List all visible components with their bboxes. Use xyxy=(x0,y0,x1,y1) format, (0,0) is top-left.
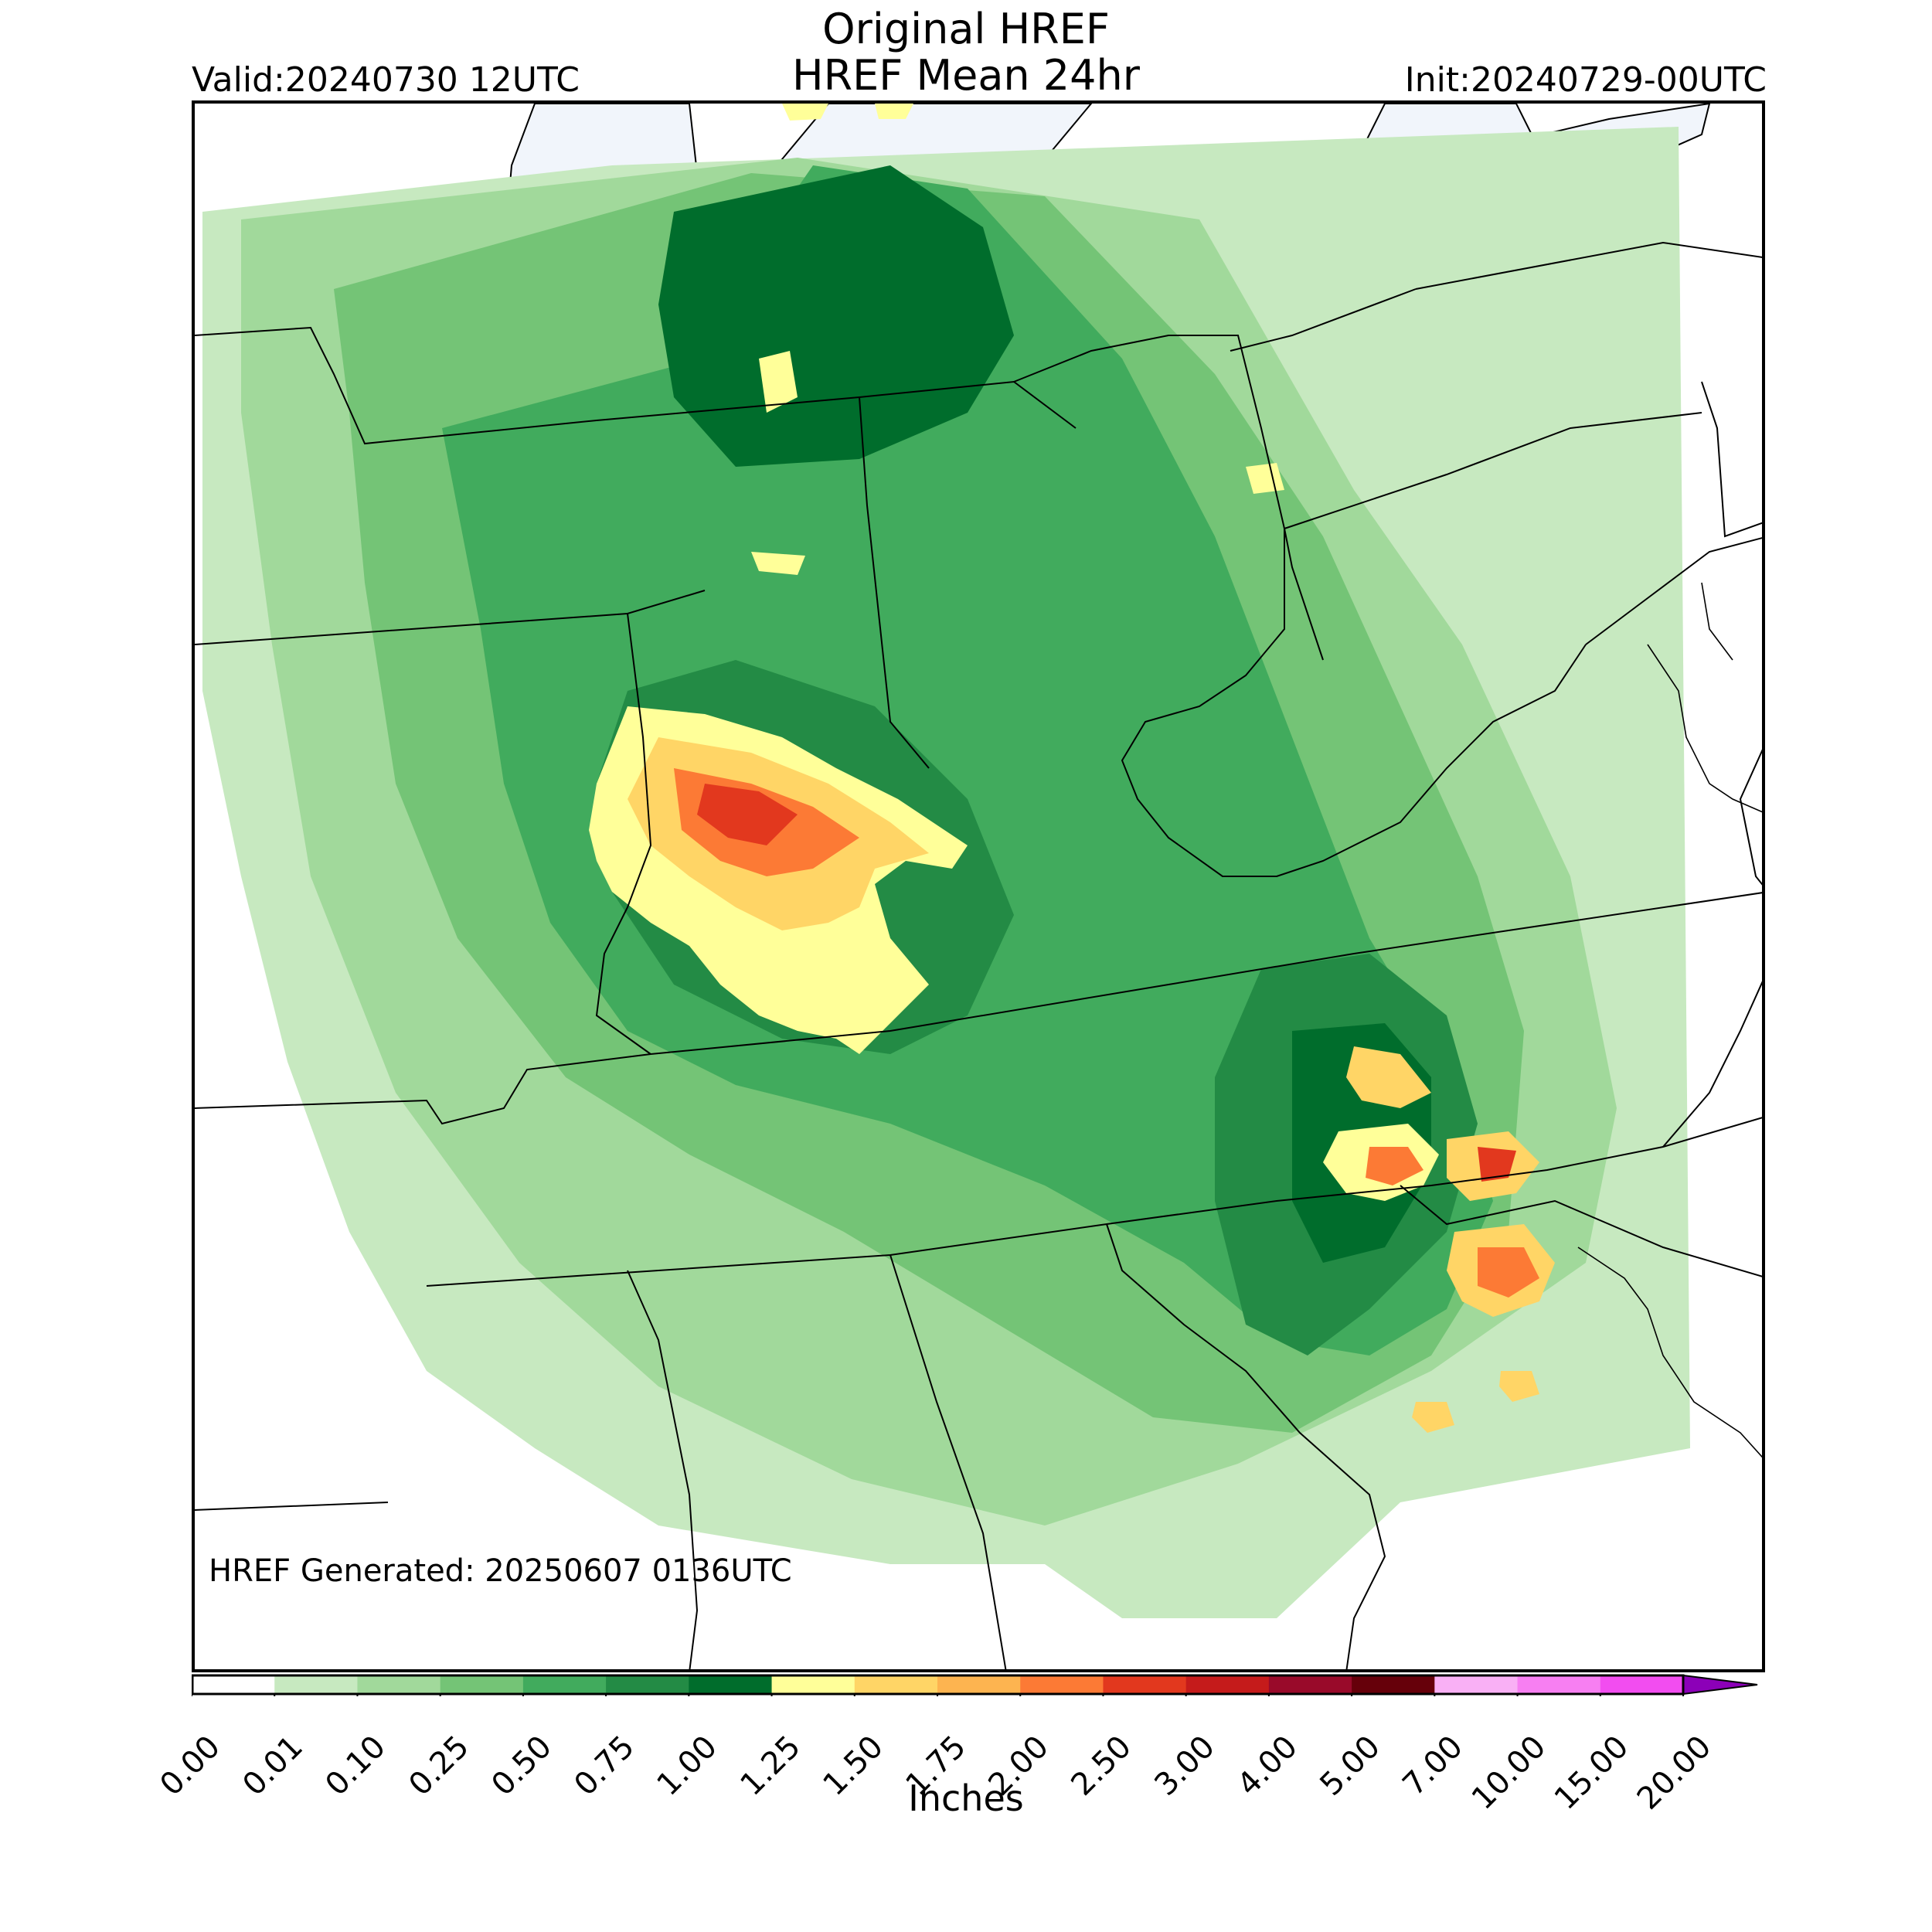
colorbar-segment xyxy=(1185,1675,1270,1694)
colorbar-segment xyxy=(1517,1675,1601,1694)
colorbar-extend-triangle xyxy=(1682,1674,1758,1696)
colorbar-segment xyxy=(1268,1675,1352,1694)
colorbar-segment xyxy=(689,1675,773,1694)
colorbar-segment xyxy=(274,1675,358,1694)
chart-title-line2: HREF Mean 24hr xyxy=(792,51,1140,100)
colorbar-units-label: Inches xyxy=(908,1777,1024,1819)
state-boundaries xyxy=(195,241,1762,1669)
colorbar-segment xyxy=(1103,1675,1187,1694)
precip-map xyxy=(192,100,1765,1672)
colorbar-segment xyxy=(606,1675,689,1694)
colorbar-segment xyxy=(854,1675,938,1694)
colorbar-segment xyxy=(440,1675,524,1694)
colorbar-segment xyxy=(937,1675,1021,1694)
colorbar-segment xyxy=(357,1675,441,1694)
colorbar-segment xyxy=(192,1675,275,1694)
coastline xyxy=(1577,582,1762,1458)
colorbar-segment xyxy=(1352,1675,1435,1694)
init-time-label: Init:20240729-00UTC xyxy=(1404,60,1767,100)
colorbar-segment xyxy=(1020,1675,1104,1694)
colorbar-segment xyxy=(1600,1675,1684,1694)
colorbar-segment xyxy=(1434,1675,1519,1694)
colorbar-segment xyxy=(522,1675,607,1694)
valid-time-label: Valid:20240730 12UTC xyxy=(192,60,580,100)
colorbar-segments xyxy=(192,1674,1758,1696)
precip-field xyxy=(202,104,1690,1618)
generated-timestamp: HREF Generated: 20250607 0136UTC xyxy=(209,1553,792,1589)
chart-title-line1: Original HREF xyxy=(822,5,1110,53)
colorbar xyxy=(192,1674,1758,1696)
map-canvas xyxy=(195,104,1762,1669)
colorbar-segment xyxy=(771,1675,855,1694)
